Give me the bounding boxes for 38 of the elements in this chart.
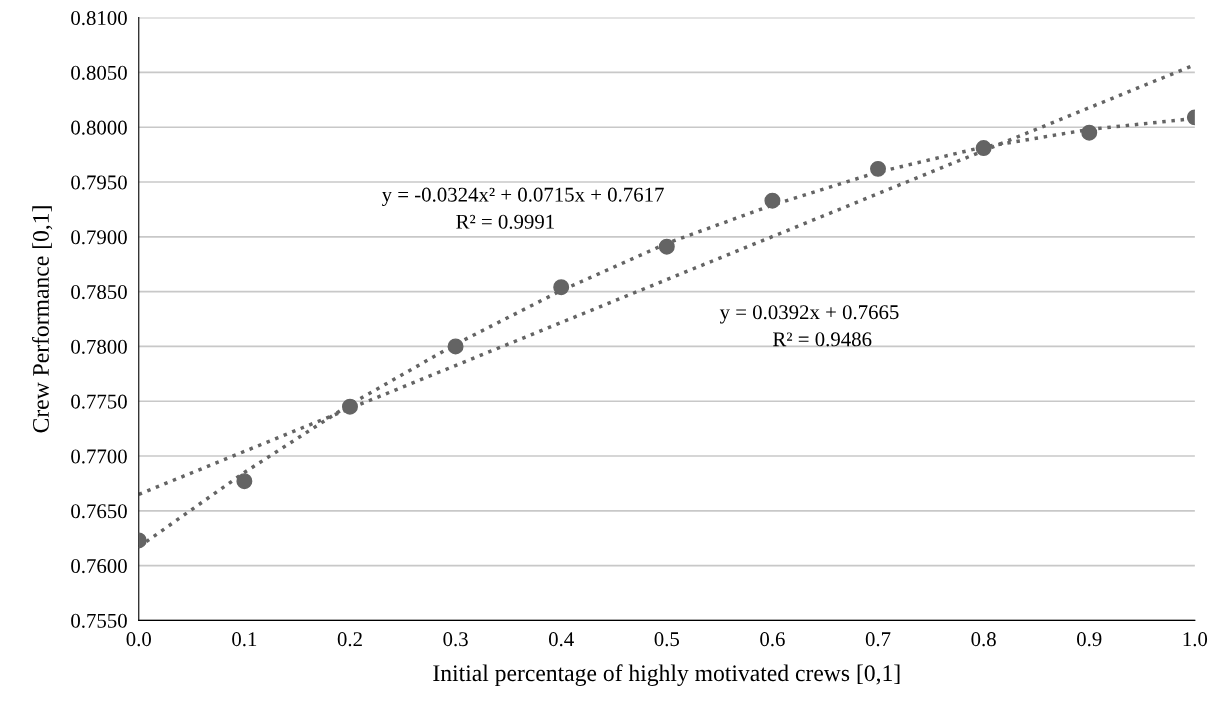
- y-tick-label: 0.7900: [71, 230, 127, 245]
- annotation: y = -0.0324x² + 0.0715x + 0.7617: [381, 187, 664, 206]
- y-tick-label: 0.7950: [71, 175, 127, 190]
- annotation: R² = 0.9486: [773, 332, 872, 347]
- point: [658, 238, 675, 255]
- y-axis-title: Crew Performance [0,1]: [32, 206, 53, 433]
- point: [553, 279, 570, 296]
- x-tick-label: 1.0: [1183, 632, 1208, 647]
- y-tick-label: 0.7800: [71, 339, 127, 354]
- point: [975, 140, 992, 157]
- x-tick-label: 0.6: [760, 632, 785, 647]
- x-tick-label: 0.2: [337, 632, 362, 647]
- point: [236, 473, 253, 490]
- point: [764, 192, 781, 209]
- y-tick-label: 0.7600: [71, 558, 127, 574]
- x-tick-label: 0.1: [232, 632, 257, 647]
- y-tick-label: 0.8050: [71, 65, 127, 80]
- point: [1081, 124, 1098, 141]
- x-axis-title: Initial percentage of highly motivated crews [0,1]: [433, 664, 900, 687]
- y-tick-label: 0.8100: [71, 11, 127, 26]
- x-tick-label: 0.9: [1077, 632, 1102, 647]
- y-tick-label: 0.7700: [71, 449, 127, 464]
- point: [342, 398, 358, 415]
- point: [447, 338, 464, 355]
- x-tick-label: 0.5: [654, 632, 680, 647]
- x-tick-label: 0.4: [548, 632, 574, 647]
- y-tick-label: 0.8000: [71, 120, 127, 135]
- y-tick-label: 0.7650: [71, 504, 127, 519]
- y-tick-label: 0.7550: [71, 613, 127, 628]
- x-tick-label: 0.7: [865, 632, 891, 647]
- x-tick-label: 0.0: [126, 632, 151, 647]
- point: [870, 160, 886, 177]
- annotation: y = 0.0392x + 0.7665: [719, 305, 899, 324]
- x-tick-label: 0.8: [971, 632, 996, 647]
- y-tick-label: 0.7850: [71, 284, 127, 300]
- y-tick-label: 0.7750: [71, 394, 127, 409]
- annotation: R² = 0.9991: [456, 214, 554, 229]
- x-tick-label: 0.3: [443, 632, 468, 647]
